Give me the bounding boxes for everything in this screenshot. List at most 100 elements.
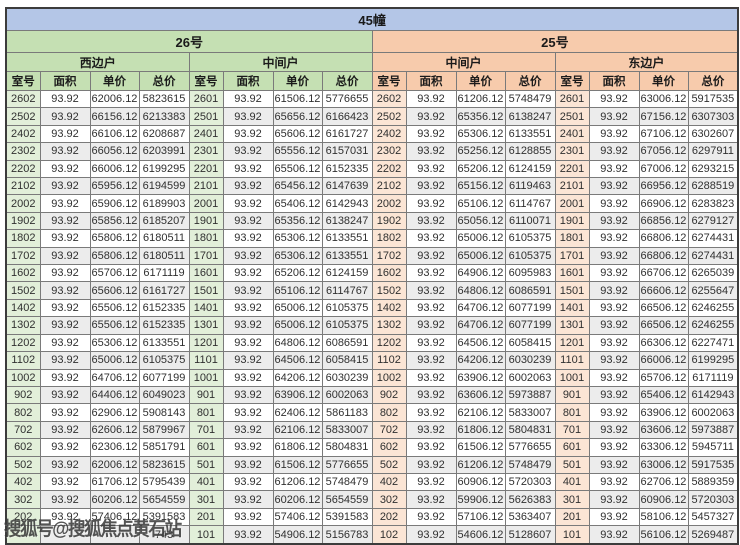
area-cell: 93.92 [588,89,640,109]
unit-price-cell: 65006.12 [455,246,506,266]
area-cell: 93.92 [405,177,457,196]
unit-price-cell: 67106.12 [638,124,689,144]
area-cell: 93.92 [405,385,457,405]
room-cell: 201 [188,507,224,527]
col-header-total-price: 总价 [687,71,739,91]
total-price-cell: 5748479 [504,455,556,474]
room-cell: 2602 [371,89,407,109]
total-price-cell: 5748479 [504,89,556,109]
area-cell: 93.92 [405,420,457,440]
table-row: 2602 93.92 62006.12 5823615 2601 93.92 61506.1… [5,89,739,109]
room-cell: 1002 [5,368,41,387]
room-cell: 1502 [5,281,41,300]
total-price-cell: 6246255 [687,298,739,318]
unit-price-cell: 65206.12 [272,264,323,283]
area-cell: 93.92 [39,368,91,387]
col-header-room: 室号 [5,71,41,91]
area-cell: 93.92 [588,211,640,231]
total-price-cell: 6049023 [138,385,190,405]
total-price-cell: 6246255 [687,316,739,335]
room-cell: 1301 [188,316,224,335]
table-row: 1402 93.92 65506.12 6152335 1401 93.92 65006.1… [5,298,739,318]
unit-price-cell: 66956.12 [638,177,689,196]
unit-price-cell: 67056.12 [638,142,689,161]
table-row: 902 93.92 64406.12 6049023 901 93.92 63906.12 6… [5,385,739,405]
total-price-cell: 6030239 [504,351,556,370]
total-price-cell: 6058415 [321,351,373,370]
table-row: 202 93.92 57406.12 5391583 201 93.92 57406.12 5… [5,507,739,527]
area-cell: 93.92 [222,420,274,440]
room-cell: 1202 [371,333,407,353]
unit-price-cell: 57406.12 [272,507,323,527]
unit-price-cell: 61806.12 [455,420,506,440]
room-cell: 2201 [188,159,224,179]
unit-price-cell: 61506.12 [272,89,323,109]
total-price-cell: 5917535 [687,89,739,109]
building-header-25: 25号 [371,30,739,53]
area-cell: 93.92 [39,246,91,266]
group-header-east: 东边户 [554,52,739,72]
table-row: 743 101 93.92 54906.12 5156783 102 93.92 54606.… [5,525,739,545]
unit-price-cell: 62306.12 [89,438,140,457]
col-header-total-price: 总价 [321,71,373,91]
total-price-cell: 6279127 [687,211,739,231]
unit-price-cell: 65656.12 [272,107,323,126]
area-cell: 93.92 [39,211,91,231]
total-price-cell: 6105375 [138,351,190,370]
total-price-cell: 6147639 [321,177,373,196]
total-price-cell: 743 [138,525,190,545]
col-header-unit-price: 单价 [455,71,506,91]
area-cell: 93.92 [39,472,91,492]
room-cell: 1001 [188,368,224,387]
total-price-cell: 5720303 [687,490,739,509]
unit-price-cell: 65506.12 [89,316,140,335]
area-cell: 93.92 [588,472,640,492]
group-header-middle-26: 中间户 [188,52,373,72]
col-header-room: 室号 [371,71,407,91]
room-cell: 1502 [371,281,407,300]
total-price-cell: 6133551 [321,246,373,266]
total-price-cell: 5889359 [687,472,739,492]
total-price-cell: 6180511 [138,229,190,248]
table-row: 402 93.92 61706.12 5795439 401 93.92 61206.12 5… [5,472,739,492]
col-header-area: 面积 [222,71,274,91]
room-cell: 2202 [5,159,41,179]
unit-price-cell: 56106.12 [638,525,689,545]
table-row: 1302 93.92 65506.12 6152335 1301 93.92 65006.1… [5,316,739,335]
total-price-cell: 6114767 [321,281,373,300]
room-cell: 502 [5,455,41,474]
unit-price-cell: 66006.12 [89,159,140,179]
table-row: 1002 93.92 64706.12 6077199 1001 93.92 64206.1… [5,368,739,387]
area-cell: 93.92 [405,281,457,300]
area-cell [39,525,91,545]
table-row: 1202 93.92 65306.12 6133551 1201 93.92 64806.1… [5,333,739,353]
room-cell: 2101 [554,177,590,196]
table-row: 602 93.92 62306.12 5851791 601 93.92 61806.12 5… [5,438,739,457]
table-row: 2202 93.92 66006.12 6199295 2201 93.92 65506.1… [5,159,739,179]
room-cell: 1802 [5,229,41,248]
unit-price-cell: 66106.12 [89,124,140,144]
unit-price-cell: 65706.12 [638,368,689,387]
unit-price-cell: 54906.12 [272,525,323,545]
table-row: 2402 93.92 66106.12 6208687 2401 93.92 65606.1… [5,124,739,144]
area-cell: 93.92 [588,194,640,213]
unit-price-cell: 62006.12 [89,455,140,474]
unit-price-cell: 65806.12 [89,246,140,266]
total-price-cell: 6307303 [687,107,739,126]
total-price-cell: 6194599 [138,177,190,196]
room-cell: 1202 [5,333,41,353]
unit-price-cell: 61206.12 [455,455,506,474]
col-header-area: 面积 [405,71,457,91]
area-cell: 93.92 [39,142,91,161]
unit-price-cell: 63606.12 [638,420,689,440]
room-cell: 401 [188,472,224,492]
room-cell: 2401 [554,124,590,144]
unit-price-cell: 62106.12 [455,403,506,422]
total-price-cell: 6105375 [321,316,373,335]
area-cell: 93.92 [588,316,640,335]
unit-price-cell: 66156.12 [89,107,140,126]
table-row: 2502 93.92 66156.12 6213383 2501 93.92 65656.1… [5,107,739,126]
unit-price-cell: 64806.12 [272,333,323,353]
room-cell [5,525,41,545]
